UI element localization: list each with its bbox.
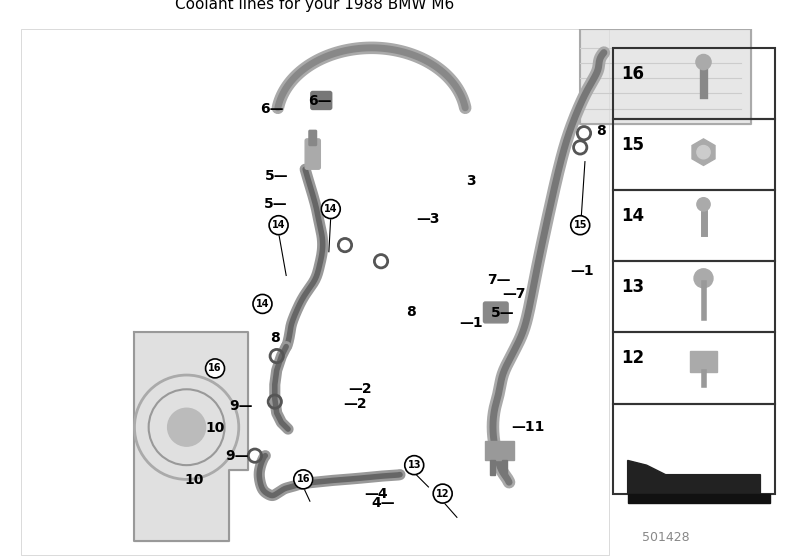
Text: 6—: 6—	[309, 94, 332, 108]
Bar	[614, 119, 774, 190]
Text: —2: —2	[348, 382, 372, 396]
Text: 12: 12	[436, 489, 450, 498]
Bar	[614, 190, 774, 261]
Text: —11: —11	[511, 420, 544, 434]
Bar	[690, 351, 717, 372]
Polygon shape	[580, 29, 751, 124]
FancyBboxPatch shape	[305, 139, 320, 169]
Text: 14: 14	[256, 299, 270, 309]
Bar	[490, 460, 495, 475]
Polygon shape	[628, 460, 761, 493]
Text: 10: 10	[185, 473, 204, 487]
Circle shape	[253, 295, 272, 314]
Text: 10: 10	[206, 421, 225, 435]
Text: 5—: 5—	[490, 306, 514, 320]
Bar	[486, 441, 514, 460]
Text: —1: —1	[570, 264, 594, 278]
Circle shape	[405, 456, 424, 475]
Circle shape	[294, 470, 313, 489]
Polygon shape	[134, 333, 248, 541]
Text: 13: 13	[621, 278, 644, 296]
Text: —1: —1	[459, 316, 483, 330]
Circle shape	[570, 216, 590, 235]
Text: 4—: 4—	[371, 496, 395, 510]
Text: 7—: 7—	[487, 273, 510, 287]
Bar	[614, 48, 774, 119]
Text: 15: 15	[621, 136, 644, 154]
Circle shape	[694, 269, 713, 288]
FancyBboxPatch shape	[483, 302, 508, 323]
Bar	[502, 460, 507, 475]
Circle shape	[269, 216, 288, 235]
Text: 8: 8	[270, 331, 280, 345]
Bar	[21, 29, 609, 556]
Bar	[614, 333, 774, 404]
Text: 16: 16	[621, 65, 644, 83]
Text: —3: —3	[417, 212, 440, 226]
Circle shape	[697, 198, 710, 211]
Text: 5—: 5—	[265, 169, 289, 183]
Text: 9—: 9—	[230, 399, 253, 413]
Text: —7: —7	[502, 287, 526, 301]
Text: 16: 16	[208, 363, 222, 374]
Circle shape	[168, 408, 206, 446]
Text: 6—: 6—	[261, 102, 284, 116]
Text: 8: 8	[406, 305, 416, 319]
Text: 14: 14	[621, 207, 644, 225]
Text: 3: 3	[466, 174, 476, 188]
Text: —2: —2	[343, 396, 366, 410]
Text: 8: 8	[596, 124, 606, 138]
Circle shape	[697, 146, 710, 159]
FancyBboxPatch shape	[311, 91, 332, 109]
FancyBboxPatch shape	[309, 130, 317, 146]
Circle shape	[322, 199, 340, 218]
Bar	[614, 404, 774, 493]
Text: 14: 14	[324, 204, 338, 214]
Circle shape	[206, 359, 225, 378]
Text: 14: 14	[272, 220, 286, 230]
Text: 13: 13	[407, 460, 421, 470]
Text: 16: 16	[297, 474, 310, 484]
Circle shape	[433, 484, 452, 503]
Circle shape	[696, 54, 711, 69]
Text: 5—: 5—	[263, 197, 287, 211]
Text: —4: —4	[365, 487, 388, 501]
Text: 15: 15	[574, 220, 587, 230]
Text: 9—: 9—	[226, 449, 249, 463]
Text: Coolant lines for your 1988 BMW M6: Coolant lines for your 1988 BMW M6	[175, 0, 454, 12]
Text: 501428: 501428	[642, 531, 690, 544]
Polygon shape	[628, 493, 770, 503]
Text: 12: 12	[621, 349, 644, 367]
Bar	[614, 261, 774, 333]
